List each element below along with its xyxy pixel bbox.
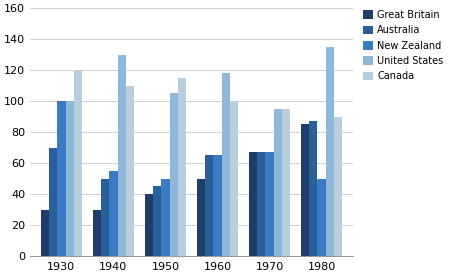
Bar [66,101,74,256]
Bar [326,47,334,256]
Bar [301,124,309,256]
Bar [161,179,170,256]
Bar [93,210,101,256]
Bar [109,171,117,256]
Bar [40,210,49,256]
Bar [57,101,66,256]
Bar [222,73,230,256]
Legend: Great Britain, Australia, New Zealand, United States, Canada: Great Britain, Australia, New Zealand, U… [361,8,446,83]
Bar [266,152,274,256]
Bar [49,148,57,256]
Bar [317,179,326,256]
Bar [117,55,126,256]
Bar [334,117,342,256]
Bar [213,155,222,256]
Bar [249,152,257,256]
Bar [178,78,186,256]
Bar [205,155,213,256]
Bar [230,101,239,256]
Bar [257,152,266,256]
Bar [126,86,134,256]
Bar [74,70,82,256]
Bar [197,179,205,256]
Bar [282,109,290,256]
Bar [274,109,282,256]
Bar [170,94,178,256]
Bar [309,121,317,256]
Bar [144,194,153,256]
Bar [153,187,161,256]
Bar [101,179,109,256]
